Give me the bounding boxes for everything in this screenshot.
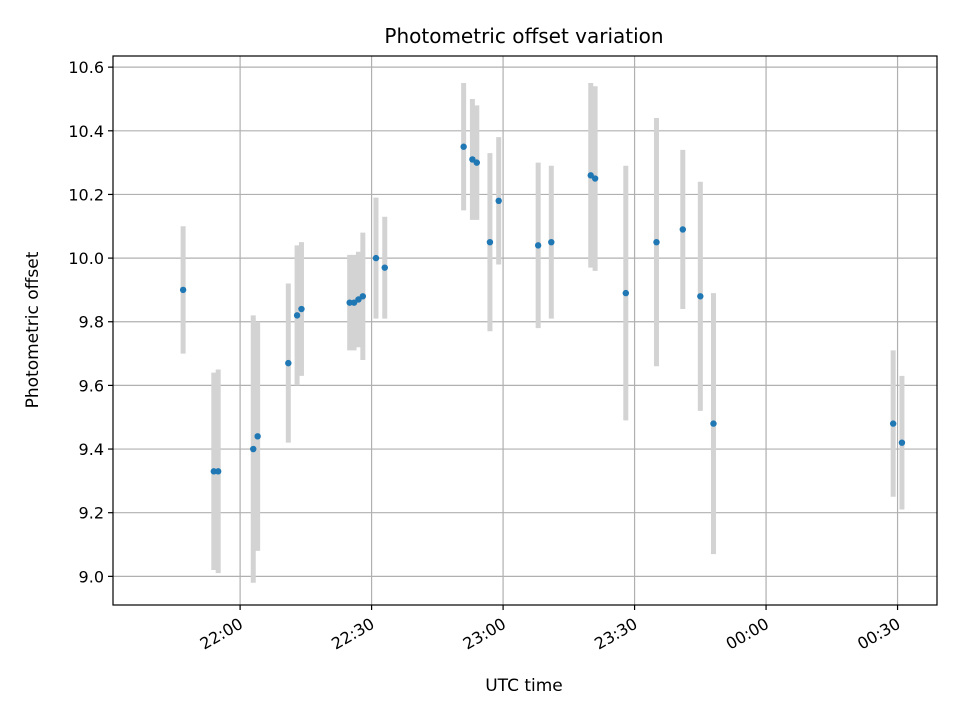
data-point	[469, 156, 476, 163]
x-tick-label: 22:00	[197, 614, 246, 654]
error-bars	[180, 83, 905, 583]
y-axis-title: Photometric offset	[23, 251, 43, 408]
data-point	[460, 143, 467, 150]
data-point	[346, 299, 353, 306]
data-point	[591, 175, 599, 182]
y-tick-label: 10.2	[68, 185, 104, 204]
data-point	[350, 299, 358, 306]
y-tick-label: 9.4	[79, 440, 104, 459]
data-point	[495, 197, 502, 205]
data-point	[293, 312, 301, 319]
x-tick-label: 23:30	[591, 614, 640, 654]
y-tick-label: 9.2	[79, 504, 104, 523]
data-point	[548, 238, 555, 246]
x-tick-label: 22:30	[328, 614, 377, 654]
y-axis-ticks: 9.0 9.2 9.4 9.6 9.8 10.0 10.2 10.4 10.6	[68, 58, 113, 586]
x-axis-title: UTC time	[485, 676, 563, 696]
data-point	[710, 420, 717, 427]
y-tick-label: 10.6	[68, 58, 104, 77]
x-tick-label: 00:00	[723, 614, 772, 654]
data-point	[298, 305, 305, 313]
x-axis-ticks: 22:00 22:30 23:00 23:30 00:00 00:30	[197, 605, 904, 654]
data-point	[250, 445, 257, 453]
data-point	[473, 159, 480, 166]
data-point	[534, 242, 542, 249]
data-point	[653, 238, 660, 246]
y-tick-label: 10.0	[68, 249, 104, 268]
data-point	[355, 296, 362, 303]
grid	[113, 56, 937, 605]
data-points	[179, 143, 906, 475]
data-point	[372, 254, 380, 262]
y-tick-label: 10.4	[68, 122, 104, 141]
data-point	[285, 359, 292, 367]
data-point	[254, 433, 261, 440]
data-point	[359, 293, 367, 300]
data-point	[889, 420, 897, 427]
chart-title: Photometric offset variation	[384, 24, 663, 48]
x-tick-label: 23:00	[460, 614, 509, 654]
y-tick-label: 9.0	[79, 567, 104, 586]
data-point	[210, 468, 218, 475]
y-tick-label: 9.6	[79, 376, 104, 395]
data-point	[486, 238, 494, 246]
data-point	[622, 289, 630, 297]
y-tick-label: 9.8	[79, 313, 104, 332]
data-point	[214, 468, 222, 475]
data-point	[679, 226, 686, 233]
plot-area-frame	[112, 55, 938, 606]
data-point	[898, 439, 906, 446]
x-tick-label: 00:30	[854, 614, 903, 654]
data-point	[587, 172, 594, 179]
data-point	[697, 293, 704, 300]
data-point	[381, 264, 388, 271]
data-point	[179, 286, 187, 294]
